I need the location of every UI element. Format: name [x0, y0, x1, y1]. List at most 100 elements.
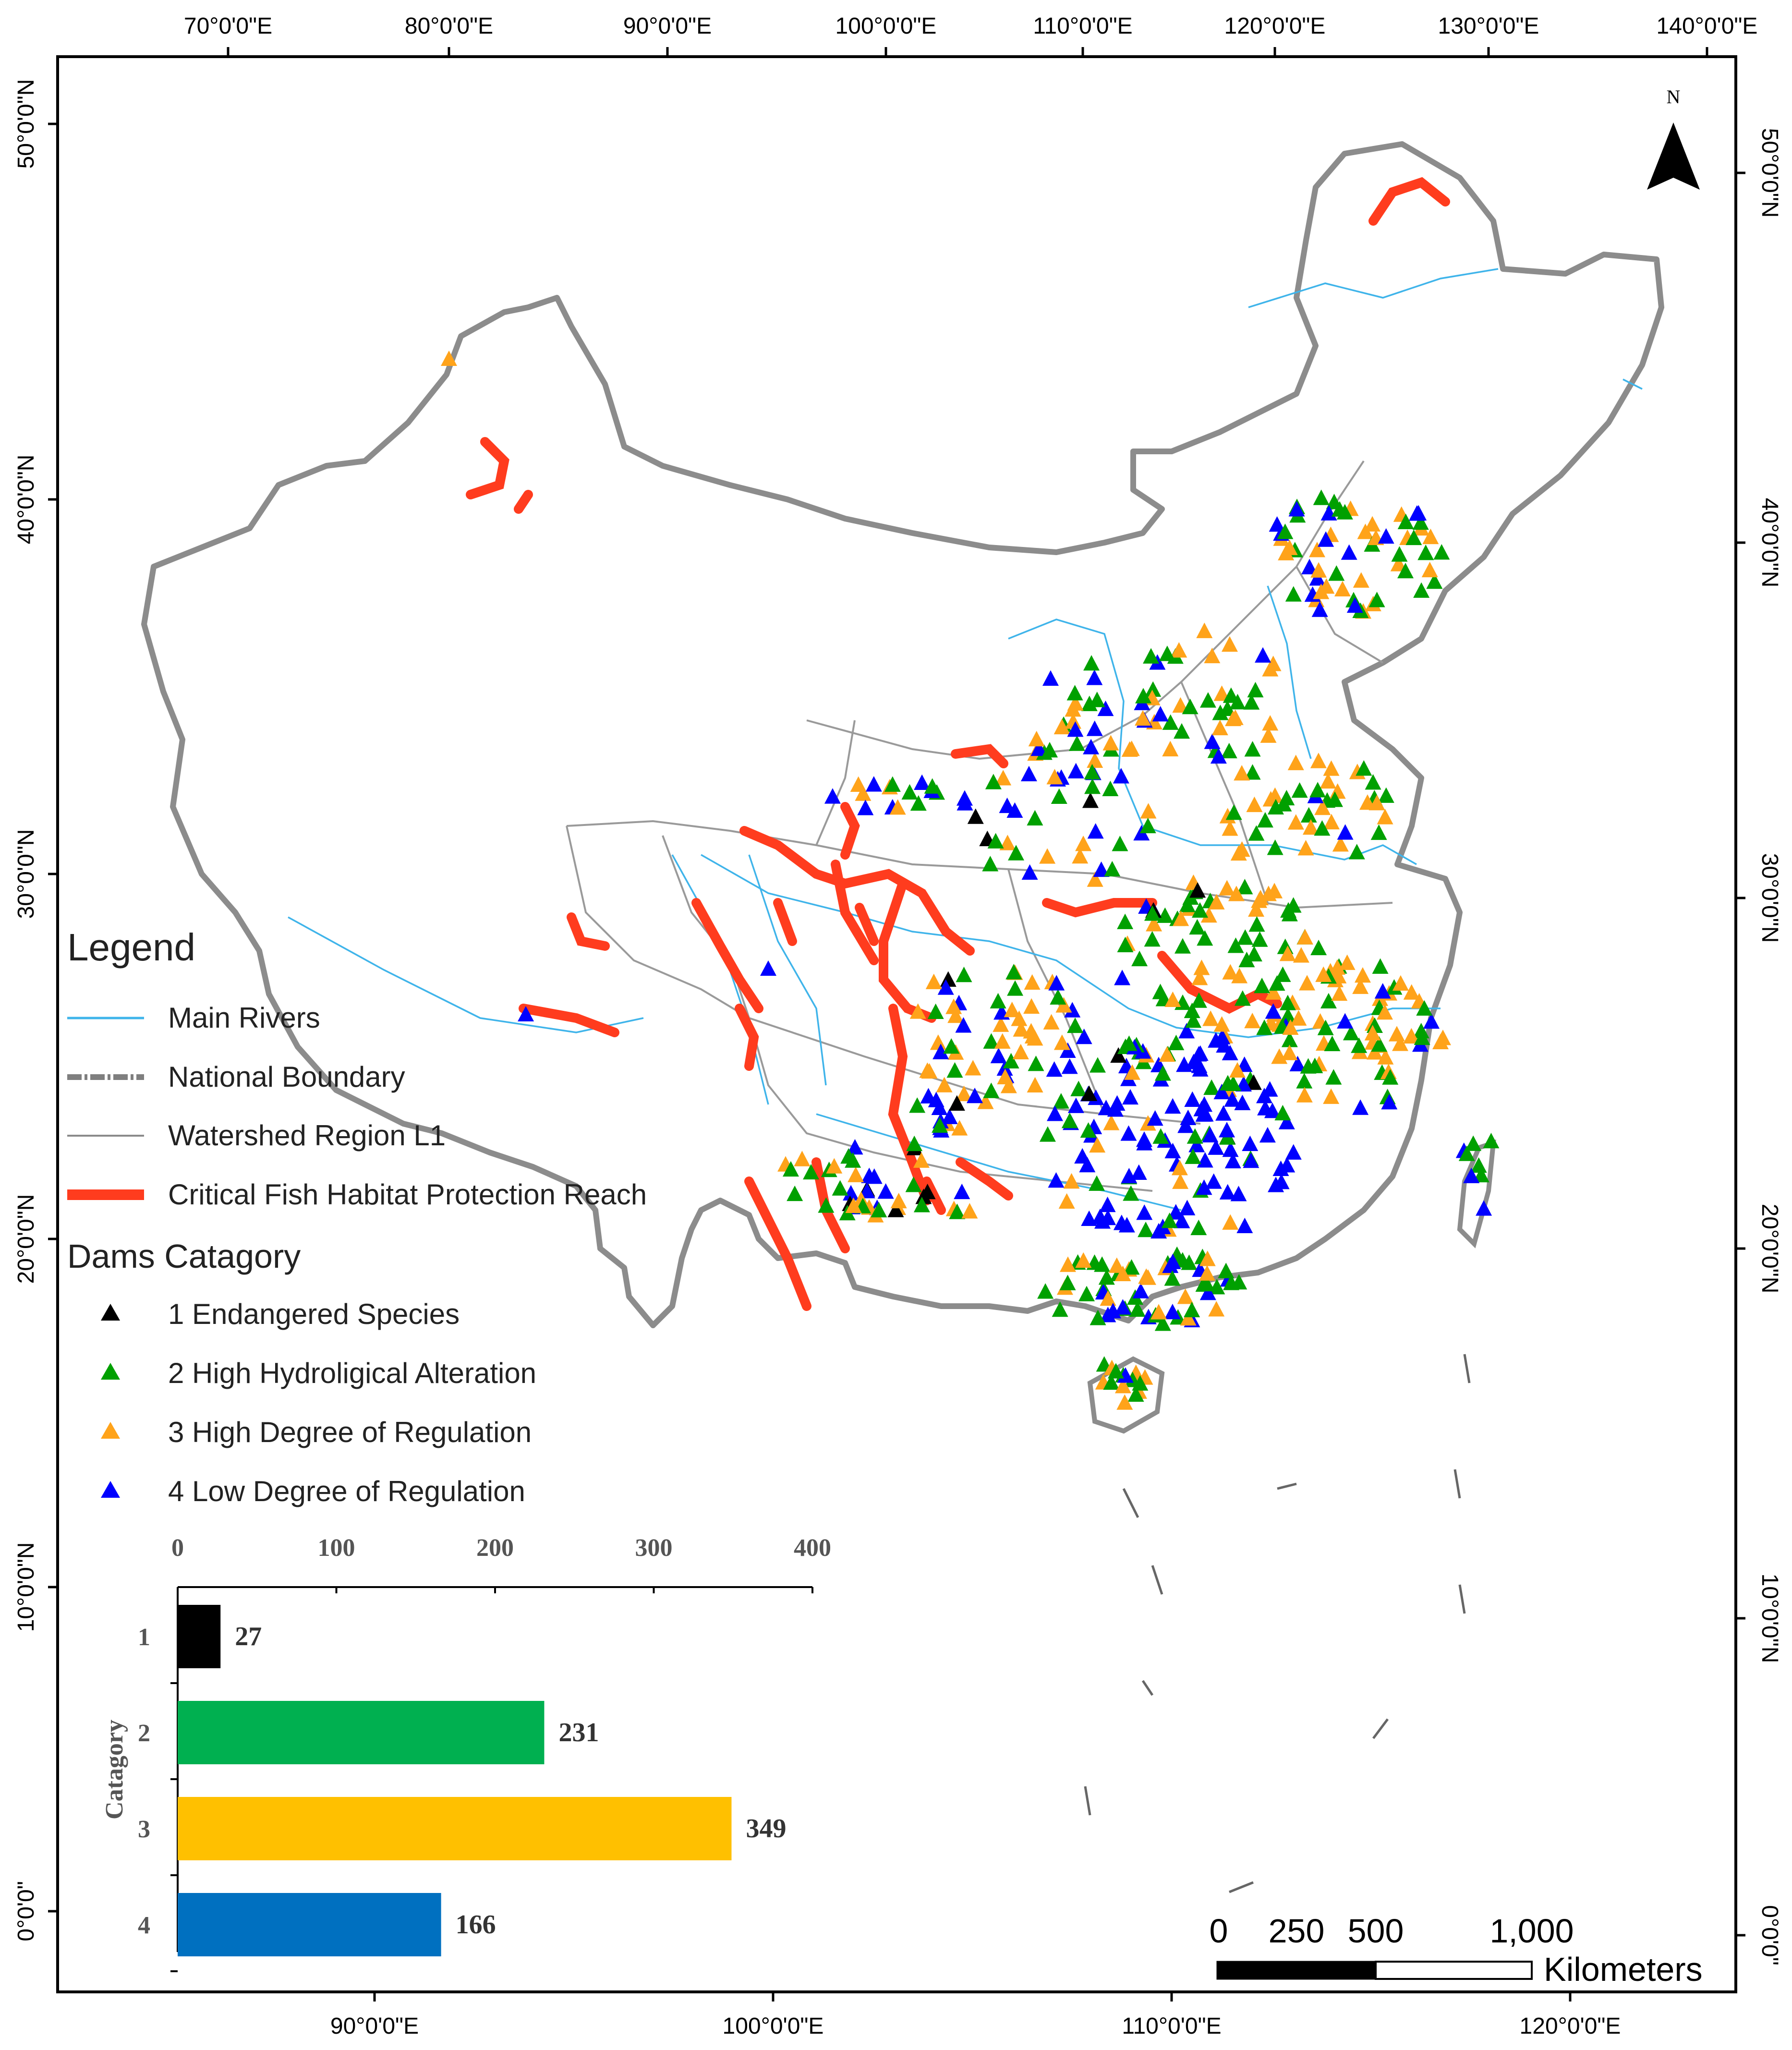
- north-arrow-icon: [1647, 122, 1700, 190]
- dam-marker: [518, 1006, 534, 1021]
- dam-marker: [1397, 513, 1414, 529]
- dam-marker: [1205, 1173, 1222, 1189]
- dam-marker: [967, 808, 984, 824]
- dam-marker: [1003, 1053, 1019, 1068]
- dam-marker: [1185, 1012, 1202, 1028]
- dam-marker: [1244, 741, 1261, 757]
- dam-marker: [905, 1177, 922, 1192]
- dam-marker: [1114, 1378, 1131, 1394]
- dam-marker: [787, 1185, 803, 1201]
- dam-marker: [1313, 489, 1330, 505]
- dam-marker: [1370, 824, 1387, 840]
- dam-marker: [1199, 1265, 1215, 1281]
- dam-marker: [982, 856, 999, 872]
- dam-marker: [1152, 983, 1169, 999]
- legend-label-high-regulation: 3 High Degree of Regulation: [168, 1416, 532, 1448]
- dam-marker: [1254, 977, 1271, 994]
- dam-marker: [1267, 839, 1283, 855]
- dam-marker: [1296, 1087, 1313, 1103]
- dam-marker: [889, 799, 906, 815]
- dam-marker: [1164, 1142, 1181, 1159]
- dam-marker: [1182, 698, 1199, 715]
- dam-marker: [985, 774, 1002, 789]
- dam-marker: [945, 998, 962, 1014]
- dam-marker: [1203, 1079, 1220, 1095]
- dam-marker: [1255, 647, 1271, 663]
- dam-marker: [1190, 992, 1207, 1008]
- dam-marker: [932, 1117, 948, 1133]
- dam-marker: [1325, 1069, 1342, 1085]
- dam-marker: [1024, 974, 1041, 990]
- dam-marker: [1315, 966, 1332, 982]
- dam-marker: [1326, 791, 1343, 807]
- dam-marker: [1329, 959, 1346, 975]
- dam-marker: [1114, 970, 1131, 985]
- dam-marker: [1174, 723, 1190, 739]
- dam-marker: [1243, 694, 1260, 710]
- dam-marker: [961, 1203, 978, 1219]
- dam-marker: [1365, 774, 1381, 790]
- bar-value-label: 27: [235, 1622, 262, 1651]
- dam-marker: [1368, 795, 1385, 811]
- dam-marker: [1408, 505, 1425, 521]
- dam-markers: [441, 351, 1500, 1410]
- dam-marker: [1220, 1075, 1236, 1091]
- bar-chart-x-tick-label: 100: [318, 1534, 355, 1562]
- dam-marker: [1152, 706, 1169, 722]
- legend-marker-high-regulation: [101, 1422, 120, 1439]
- dam-marker: [1154, 1065, 1171, 1081]
- dam-marker: [1053, 1093, 1069, 1109]
- dam-marker: [1087, 823, 1104, 839]
- dam-marker: [1157, 907, 1174, 923]
- dam-marker: [1090, 1310, 1106, 1325]
- dam-marker: [1357, 523, 1374, 539]
- bottom-grid-label: 100°0'0"E: [723, 2014, 824, 2039]
- dam-marker: [1251, 931, 1268, 947]
- dam-marker: [1037, 1283, 1054, 1299]
- dam-marker: [1116, 1394, 1133, 1410]
- left-grid-label: 30°0'0"N: [13, 829, 39, 919]
- dam-marker: [1236, 879, 1253, 895]
- dam-marker: [1120, 1125, 1137, 1141]
- dam-marker: [1247, 681, 1264, 698]
- dam-marker: [1004, 1002, 1020, 1018]
- dam-marker: [1127, 1386, 1144, 1402]
- dam-marker: [1473, 1166, 1489, 1183]
- graticule-ticks: [48, 47, 1745, 2001]
- scale-bar: 0 250 500 1,000 Kilometers: [1210, 1912, 1703, 1988]
- dam-marker: [1104, 1303, 1121, 1319]
- dam-marker: [995, 770, 1012, 786]
- dam-marker: [1067, 721, 1084, 737]
- dam-marker: [1000, 1078, 1017, 1093]
- dam-marker: [1269, 975, 1285, 991]
- dam-marker: [1114, 1265, 1131, 1281]
- dam-marker: [1318, 578, 1335, 594]
- dam-marker: [1262, 715, 1279, 731]
- dam-marker: [1058, 1193, 1075, 1209]
- dam-marker: [1242, 1135, 1259, 1152]
- dam-marker: [1334, 581, 1351, 597]
- dam-marker: [1107, 1363, 1124, 1379]
- dam-marker: [866, 1168, 883, 1184]
- scale-tick-1000: 1,000: [1489, 1912, 1574, 1950]
- dam-marker: [1196, 1179, 1212, 1195]
- dam-marker: [1218, 1262, 1235, 1278]
- dam-marker: [1145, 681, 1162, 697]
- dam-marker: [956, 966, 972, 983]
- legend-label-main-rivers: Main Rivers: [168, 1002, 320, 1034]
- dam-marker: [845, 1197, 862, 1213]
- dam-marker: [1197, 930, 1213, 946]
- dam-marker: [1208, 1032, 1224, 1048]
- dam-marker: [1302, 819, 1319, 835]
- dam-marker: [1245, 1074, 1262, 1090]
- left-grid-label: 0°0'0": [13, 1881, 39, 1941]
- dam-marker: [1067, 763, 1084, 778]
- right-grid-label: 50°0'0"N: [1757, 128, 1782, 218]
- dam-marker: [1150, 1223, 1167, 1239]
- dam-marker: [1067, 1097, 1084, 1113]
- dam-marker: [1391, 546, 1408, 562]
- dam-marker: [1164, 991, 1181, 1007]
- dam-marker: [1187, 1128, 1203, 1144]
- dam-marker: [1238, 951, 1255, 968]
- legend-label-endangered: 1 Endangered Species: [168, 1298, 460, 1330]
